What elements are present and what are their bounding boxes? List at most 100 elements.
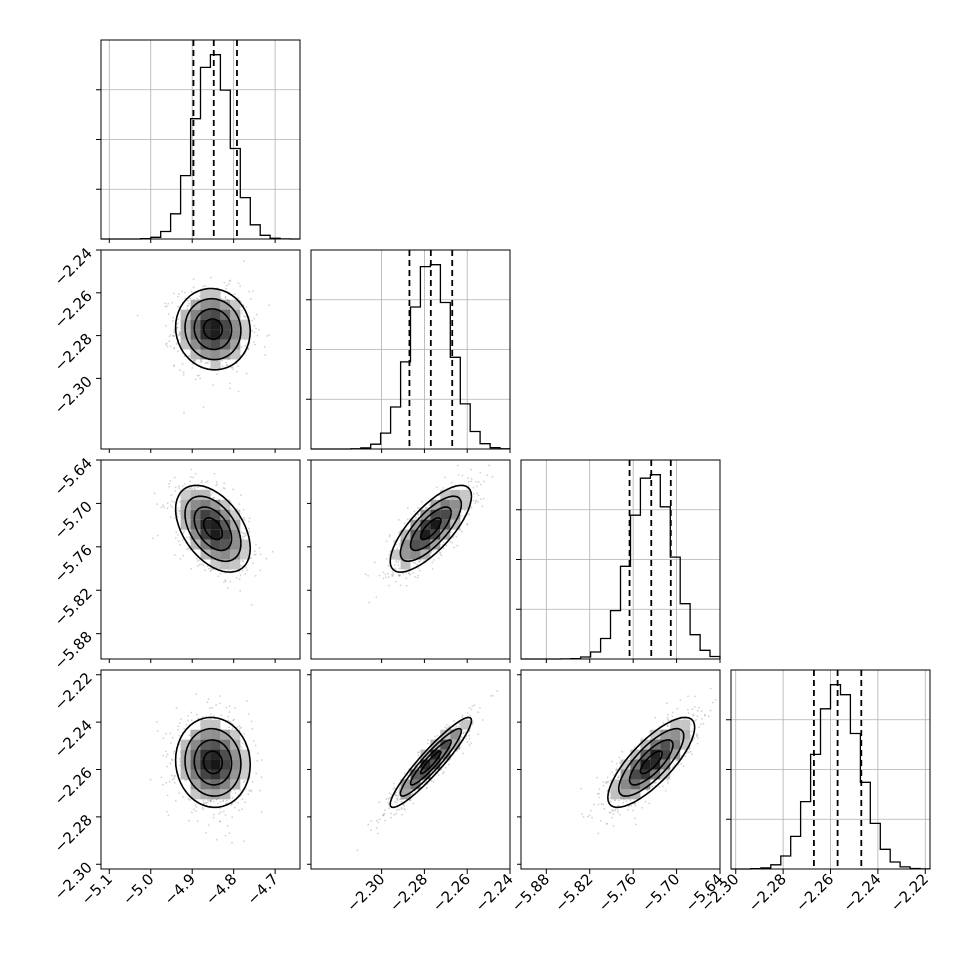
scatter-point: [424, 507, 427, 510]
scatter-point: [696, 709, 699, 712]
scatter-point: [207, 362, 209, 364]
scatter-point: [602, 784, 605, 787]
scatter-point: [196, 820, 199, 823]
scatter-point: [178, 510, 181, 513]
scatter-point: [398, 519, 400, 521]
scatter-point: [666, 702, 668, 705]
scatter-point: [472, 722, 474, 725]
scatter-point: [393, 813, 396, 816]
scatter-point: [486, 474, 489, 477]
scatter-point: [237, 809, 240, 812]
scatter-point: [225, 364, 228, 367]
panel-content: [364, 464, 494, 604]
density-cell: [420, 509, 431, 520]
scatter-point: [220, 298, 223, 301]
scatter-point: [438, 494, 441, 497]
scatter-point: [432, 549, 435, 552]
scatter-point: [241, 569, 244, 572]
scatter-point: [208, 799, 211, 802]
scatter-point: [176, 509, 179, 512]
density-cell: [460, 489, 471, 500]
scatter-point: [243, 315, 245, 318]
scatter-point: [198, 563, 201, 566]
scatter-point: [593, 803, 595, 806]
scatter-point: [166, 305, 168, 307]
density-cell: [220, 539, 231, 550]
scatter-point: [240, 726, 243, 729]
scatter-point: [461, 530, 463, 533]
scatter-point: [449, 541, 451, 543]
scatter-point: [434, 735, 437, 738]
scatter-point: [387, 572, 389, 575]
scatter-point: [413, 510, 416, 513]
scatter-point: [467, 484, 470, 487]
scatter-point: [186, 548, 189, 551]
scatter-point: [205, 481, 207, 484]
scatter-point: [271, 550, 274, 553]
scatter-point: [691, 753, 693, 756]
scatter-point: [456, 544, 459, 547]
scatter-point: [211, 492, 214, 495]
scatter-point: [244, 534, 247, 537]
scatter-point: [470, 506, 473, 509]
scatter-point: [196, 713, 198, 716]
scatter-point: [181, 290, 184, 293]
scatter-point: [162, 783, 164, 786]
scatter-point: [398, 790, 401, 792]
corner-panel-3-2: [520, 669, 721, 870]
scatter-point: [255, 772, 258, 775]
density-cell: [440, 519, 451, 530]
scatter-point: [251, 329, 253, 332]
density-cell: [180, 519, 191, 530]
scatter-point: [439, 551, 442, 554]
density-cell: [220, 519, 231, 530]
scatter-point: [232, 368, 235, 371]
density-cell: [180, 309, 191, 320]
density-cell: [430, 539, 441, 550]
scatter-point: [156, 534, 159, 537]
density-cell: [220, 769, 231, 780]
scatter-point: [476, 485, 478, 488]
scatter-point: [384, 819, 387, 822]
scatter-point: [395, 812, 397, 815]
scatter-point: [192, 359, 195, 362]
scatter-point: [173, 476, 176, 479]
scatter-point: [245, 566, 248, 569]
density-cell: [410, 529, 421, 540]
scatter-point: [409, 573, 412, 576]
scatter-point: [248, 290, 251, 293]
scatter-point: [242, 560, 245, 563]
scatter-point: [216, 483, 219, 486]
density-cell: [230, 529, 241, 540]
scatter-point: [188, 799, 191, 801]
scatter-point: [676, 759, 678, 762]
scatter-point: [225, 287, 228, 290]
scatter-point: [175, 707, 178, 710]
scatter-point: [474, 502, 477, 504]
scatter-point: [398, 543, 401, 545]
scatter-point: [442, 541, 445, 544]
scatter-point: [396, 547, 399, 550]
scatter-point: [239, 589, 242, 592]
scatter-point: [243, 535, 246, 538]
density-cell: [410, 539, 421, 550]
scatter-point: [216, 373, 219, 375]
scatter-point: [166, 507, 169, 510]
scatter-point: [398, 808, 400, 811]
scatter-point: [171, 301, 174, 304]
scatter-point: [394, 800, 396, 803]
scatter-point: [250, 557, 253, 560]
scatter-point: [457, 474, 460, 476]
scatter-point: [193, 487, 196, 489]
scatter-point: [253, 331, 256, 334]
density-cell: [240, 319, 251, 330]
scatter-point: [226, 824, 229, 827]
scatter-point: [466, 522, 468, 525]
contour-line: [202, 318, 224, 341]
scatter-point: [186, 305, 189, 308]
scatter-point: [165, 750, 167, 753]
scatter-point: [245, 788, 248, 791]
scatter-point: [399, 574, 401, 577]
scatter-point: [174, 486, 177, 489]
scatter-point: [470, 468, 472, 471]
